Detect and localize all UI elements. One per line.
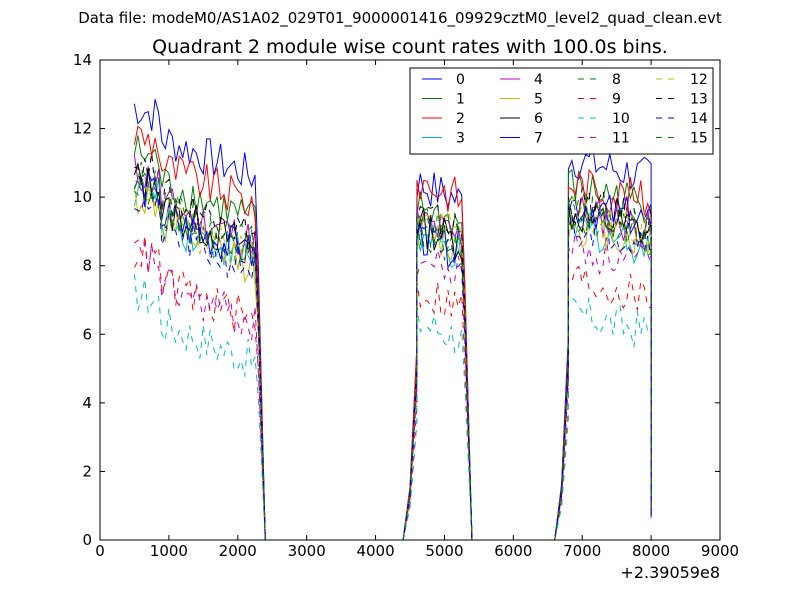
y-tick-label: 0 [82,531,92,549]
legend-box [409,67,714,155]
legend-label-11: 11 [612,131,630,147]
series-line-15 [134,170,652,540]
legend-label-7: 7 [534,131,543,147]
series-line-1 [133,135,652,540]
series-line-10 [133,274,652,540]
x-tick-label: 2000 [219,542,257,560]
x-tick-label: 5000 [425,542,463,560]
legend-label-8: 8 [612,72,621,88]
y-tick-label: 6 [82,325,92,343]
x-tick-label: 9000 [701,542,739,560]
y-tick-label: 4 [82,394,92,412]
series-line-11 [134,232,652,540]
legend-label-13: 13 [690,92,708,108]
y-tick-label: 8 [82,257,92,275]
series-line-0 [133,99,652,540]
x-tick-label: 8000 [632,542,670,560]
x-tick-label: 4000 [356,542,394,560]
legend-label-10: 10 [612,111,630,127]
legend-label-4: 4 [534,72,543,88]
y-tick-label: 10 [73,188,92,206]
figure-suptitle: Data file: modeM0/AS1A02_029T01_90000014… [78,9,722,27]
x-offset-label: +2.39059e8 [620,563,720,582]
y-tick-label: 2 [82,462,92,480]
ticks-layer: 0 1000 2000 3000 4000 5000 6000 7000 8000 9000 0 2 4… [73,51,739,560]
legend-label-9: 9 [612,92,621,108]
x-tick-label: 6000 [494,542,532,560]
legend-label-0: 0 [456,72,465,88]
legend-label-1: 1 [456,92,465,108]
axes-frame [99,59,721,541]
legend-label-6: 6 [534,111,543,127]
legend-label-2: 2 [456,111,465,127]
chart-title: Quadrant 2 module wise count rates with … [152,36,668,58]
series-line-14 [134,187,652,540]
x-tick-label: 7000 [563,542,601,560]
series-line-5 [133,185,652,540]
series-line-9 [133,235,652,540]
x-tick-label: 1000 [150,542,188,560]
legend-label-14: 14 [690,111,708,127]
legend-label-12: 12 [690,72,708,88]
y-tick-label: 12 [73,120,92,138]
x-tick-label: 3000 [288,542,326,560]
series-line-4 [133,154,652,540]
legend-label-3: 3 [456,131,465,147]
series-line-13 [134,152,652,540]
series-layer [133,99,652,540]
legend-label-5: 5 [534,92,543,108]
legend-label-15: 15 [690,131,708,147]
y-tick-label: 14 [73,51,92,69]
x-tick-label: 0 [95,542,105,560]
